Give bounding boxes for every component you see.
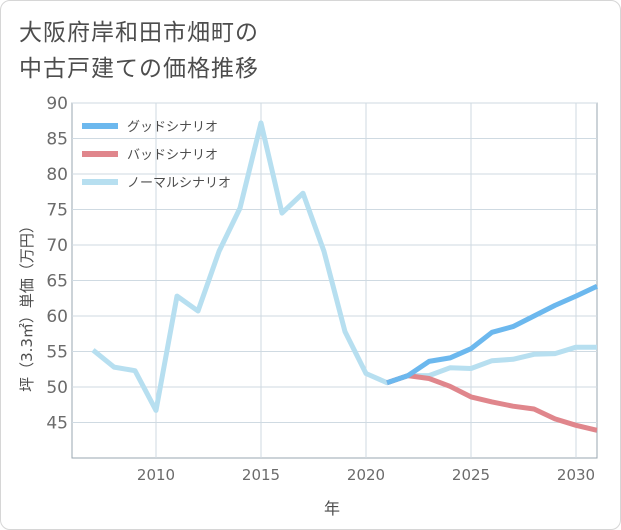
y-tick-label: 45	[46, 414, 68, 434]
series-line-0	[386, 283, 599, 386]
chart-title-line-2: 中古戸建ての価格推移	[19, 56, 259, 82]
y-tick-label: 85	[46, 130, 68, 150]
legend-label-2: ノーマルシナリオ	[127, 176, 231, 191]
y-tick-label: 55	[46, 343, 68, 363]
y-axis-label: 坪（3.3㎡）単価（万円）	[18, 218, 36, 392]
y-tick-label: 70	[46, 236, 68, 256]
x-tick-label: 2015	[242, 466, 280, 484]
chart-title-line-1: 大阪府岸和田市畑町の	[19, 20, 259, 46]
y-tick-label: 50	[46, 378, 68, 398]
grid-lines	[72, 102, 597, 458]
y-tick-label: 60	[46, 307, 68, 327]
y-tick-label: 80	[46, 165, 68, 185]
x-tick-label: 2025	[452, 466, 490, 484]
legend-label-0: グッドシナリオ	[127, 120, 218, 135]
x-tick-label: 2020	[347, 466, 385, 484]
tick-labels: 2010 2015 2020 2025 2030 45 50 55 60 65 70 75 80 85 90	[46, 94, 595, 484]
series-lines	[91, 120, 599, 433]
y-tick-label: 75	[46, 201, 68, 221]
x-tick-label: 2010	[137, 466, 175, 484]
series-line-1	[386, 373, 598, 433]
x-axis-label: 年	[324, 499, 340, 518]
legend-label-1: バッドシナリオ	[127, 148, 218, 163]
x-tick-label: 2030	[557, 466, 595, 484]
chart-title: 大阪府岸和田市畑町の 中古戸建ての価格推移	[19, 15, 259, 87]
y-tick-label: 65	[46, 272, 68, 292]
series-line-2	[91, 120, 597, 413]
y-tick-label: 90	[46, 94, 68, 114]
